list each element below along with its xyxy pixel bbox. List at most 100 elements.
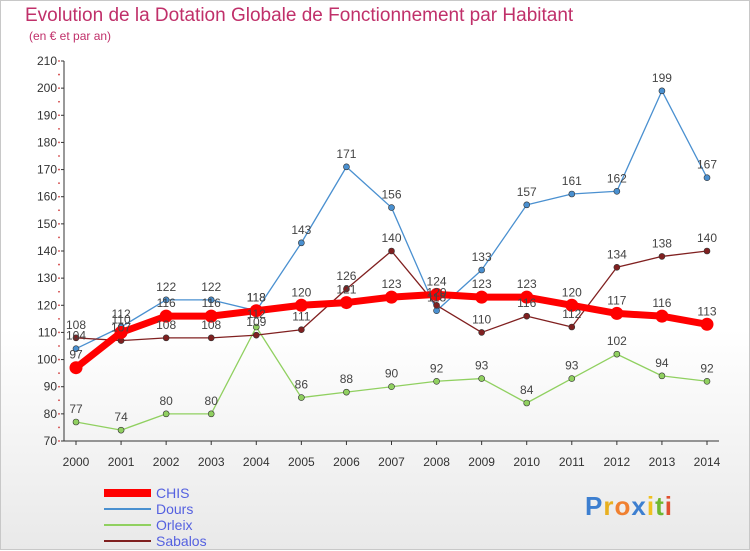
data-label-chis: 113 (697, 304, 716, 318)
data-point-dours (388, 204, 395, 211)
data-point-dours (658, 87, 666, 95)
data-point-chis (204, 309, 218, 323)
data-label-chis: 123 (381, 277, 401, 291)
data-label-chis: 116 (157, 296, 176, 310)
y-minor-tick (58, 100, 60, 103)
data-point-sabalos (72, 334, 80, 342)
y-minor-tick (58, 222, 60, 225)
data-label-sabalos: 134 (607, 247, 627, 261)
data-label-dours: 143 (291, 223, 311, 237)
data-label-orleix: 92 (700, 361, 714, 375)
data-point-sabalos (568, 323, 576, 331)
y-tick-label: 70 (44, 434, 58, 448)
data-label-dours: 199 (652, 71, 672, 85)
logo-letter: i (664, 491, 673, 521)
data-point-chis (114, 325, 128, 339)
data-point-dours (703, 174, 711, 182)
data-label-dours: 112 (112, 307, 131, 321)
data-point-sabalos (298, 326, 305, 334)
data-label-chis: 118 (247, 291, 266, 305)
data-point-orleix (162, 410, 170, 418)
data-label-chis: 116 (202, 296, 221, 310)
data-label-sabalos: 110 (472, 312, 491, 326)
data-point-chis (385, 290, 398, 304)
data-label-chis: 124 (427, 274, 447, 288)
data-label-orleix: 92 (430, 361, 444, 375)
x-tick-label: 2009 (468, 455, 495, 469)
data-label-orleix: 93 (565, 359, 579, 373)
legend-label-chis: CHIS (156, 485, 189, 501)
y-minor-tick (58, 331, 60, 334)
data-point-sabalos (613, 263, 621, 271)
data-point-chis (249, 304, 263, 318)
data-label-dours: 162 (607, 171, 627, 185)
data-point-sabalos (162, 334, 170, 342)
x-tick-label: 2002 (153, 455, 180, 469)
logo-letter: t (655, 491, 665, 521)
data-label-orleix: 84 (520, 383, 534, 397)
y-tick-label: 150 (37, 217, 57, 231)
y-minor-tick (58, 263, 60, 266)
x-tick-label: 2003 (198, 455, 225, 469)
y-minor-tick (58, 73, 60, 76)
x-tick-label: 2010 (513, 455, 540, 469)
y-tick-label: 120 (37, 298, 57, 312)
data-label-sabalos: 140 (697, 231, 717, 245)
y-tick-label: 80 (44, 407, 58, 421)
data-label-chis: 120 (562, 285, 582, 299)
data-label-chis: 123 (472, 277, 492, 291)
data-label-orleix: 86 (295, 378, 309, 392)
logo-letter: P (585, 491, 604, 521)
data-point-orleix (703, 377, 711, 385)
y-minor-tick (58, 87, 60, 90)
y-minor-tick (58, 168, 60, 171)
data-point-orleix (568, 375, 576, 382)
y-tick-label: 90 (44, 380, 58, 394)
x-tick-label: 2006 (333, 455, 360, 469)
data-label-chis: 97 (69, 348, 83, 362)
data-label-sabalos: 108 (156, 318, 176, 332)
data-label-sabalos: 108 (66, 318, 86, 332)
data-point-dours (298, 239, 305, 247)
y-minor-tick (58, 290, 60, 293)
y-tick-label: 190 (37, 108, 57, 122)
data-label-sabalos: 107 (111, 321, 131, 335)
data-point-sabalos (252, 331, 260, 339)
data-label-dours: 157 (517, 185, 537, 199)
y-tick-label: 130 (37, 271, 57, 285)
data-labels: 104 112 122 122 118 143 171 156 118 133 157 161 162 1… (66, 71, 717, 424)
data-point-chis (339, 296, 353, 310)
data-label-orleix: 90 (385, 367, 399, 381)
y-tick-label: 200 (37, 81, 57, 95)
proxiti-logo: Proxiti (585, 491, 673, 522)
data-label-orleix: 88 (340, 372, 354, 386)
data-point-chis (655, 309, 669, 323)
data-label-sabalos: 112 (562, 307, 581, 321)
data-point-sabalos (207, 334, 215, 342)
y-minor-tick (58, 60, 60, 62)
data-label-orleix: 80 (159, 394, 173, 408)
y-minor-tick (58, 114, 60, 117)
data-point-dours (162, 296, 170, 304)
data-point-orleix (433, 377, 440, 385)
data-label-dours: 156 (381, 188, 401, 202)
data-point-dours (343, 163, 350, 171)
y-minor-tick (58, 127, 60, 130)
logo-letter: r (603, 491, 615, 521)
data-label-dours: 133 (472, 250, 492, 264)
data-point-chis (69, 361, 83, 375)
data-label-sabalos: 108 (201, 318, 221, 332)
data-point-chis (475, 290, 489, 304)
data-label-orleix: 77 (69, 402, 83, 416)
logo-letter: x (631, 491, 647, 521)
x-tick-label: 2008 (423, 455, 450, 469)
data-point-chis (520, 290, 534, 304)
data-label-dours: 171 (336, 147, 356, 161)
y-tick-label: 170 (37, 163, 57, 177)
data-point-chis (565, 298, 579, 312)
y-tick-label: 210 (37, 54, 57, 68)
data-label-dours: 104 (66, 329, 86, 343)
y-tick-label: 100 (37, 353, 57, 367)
